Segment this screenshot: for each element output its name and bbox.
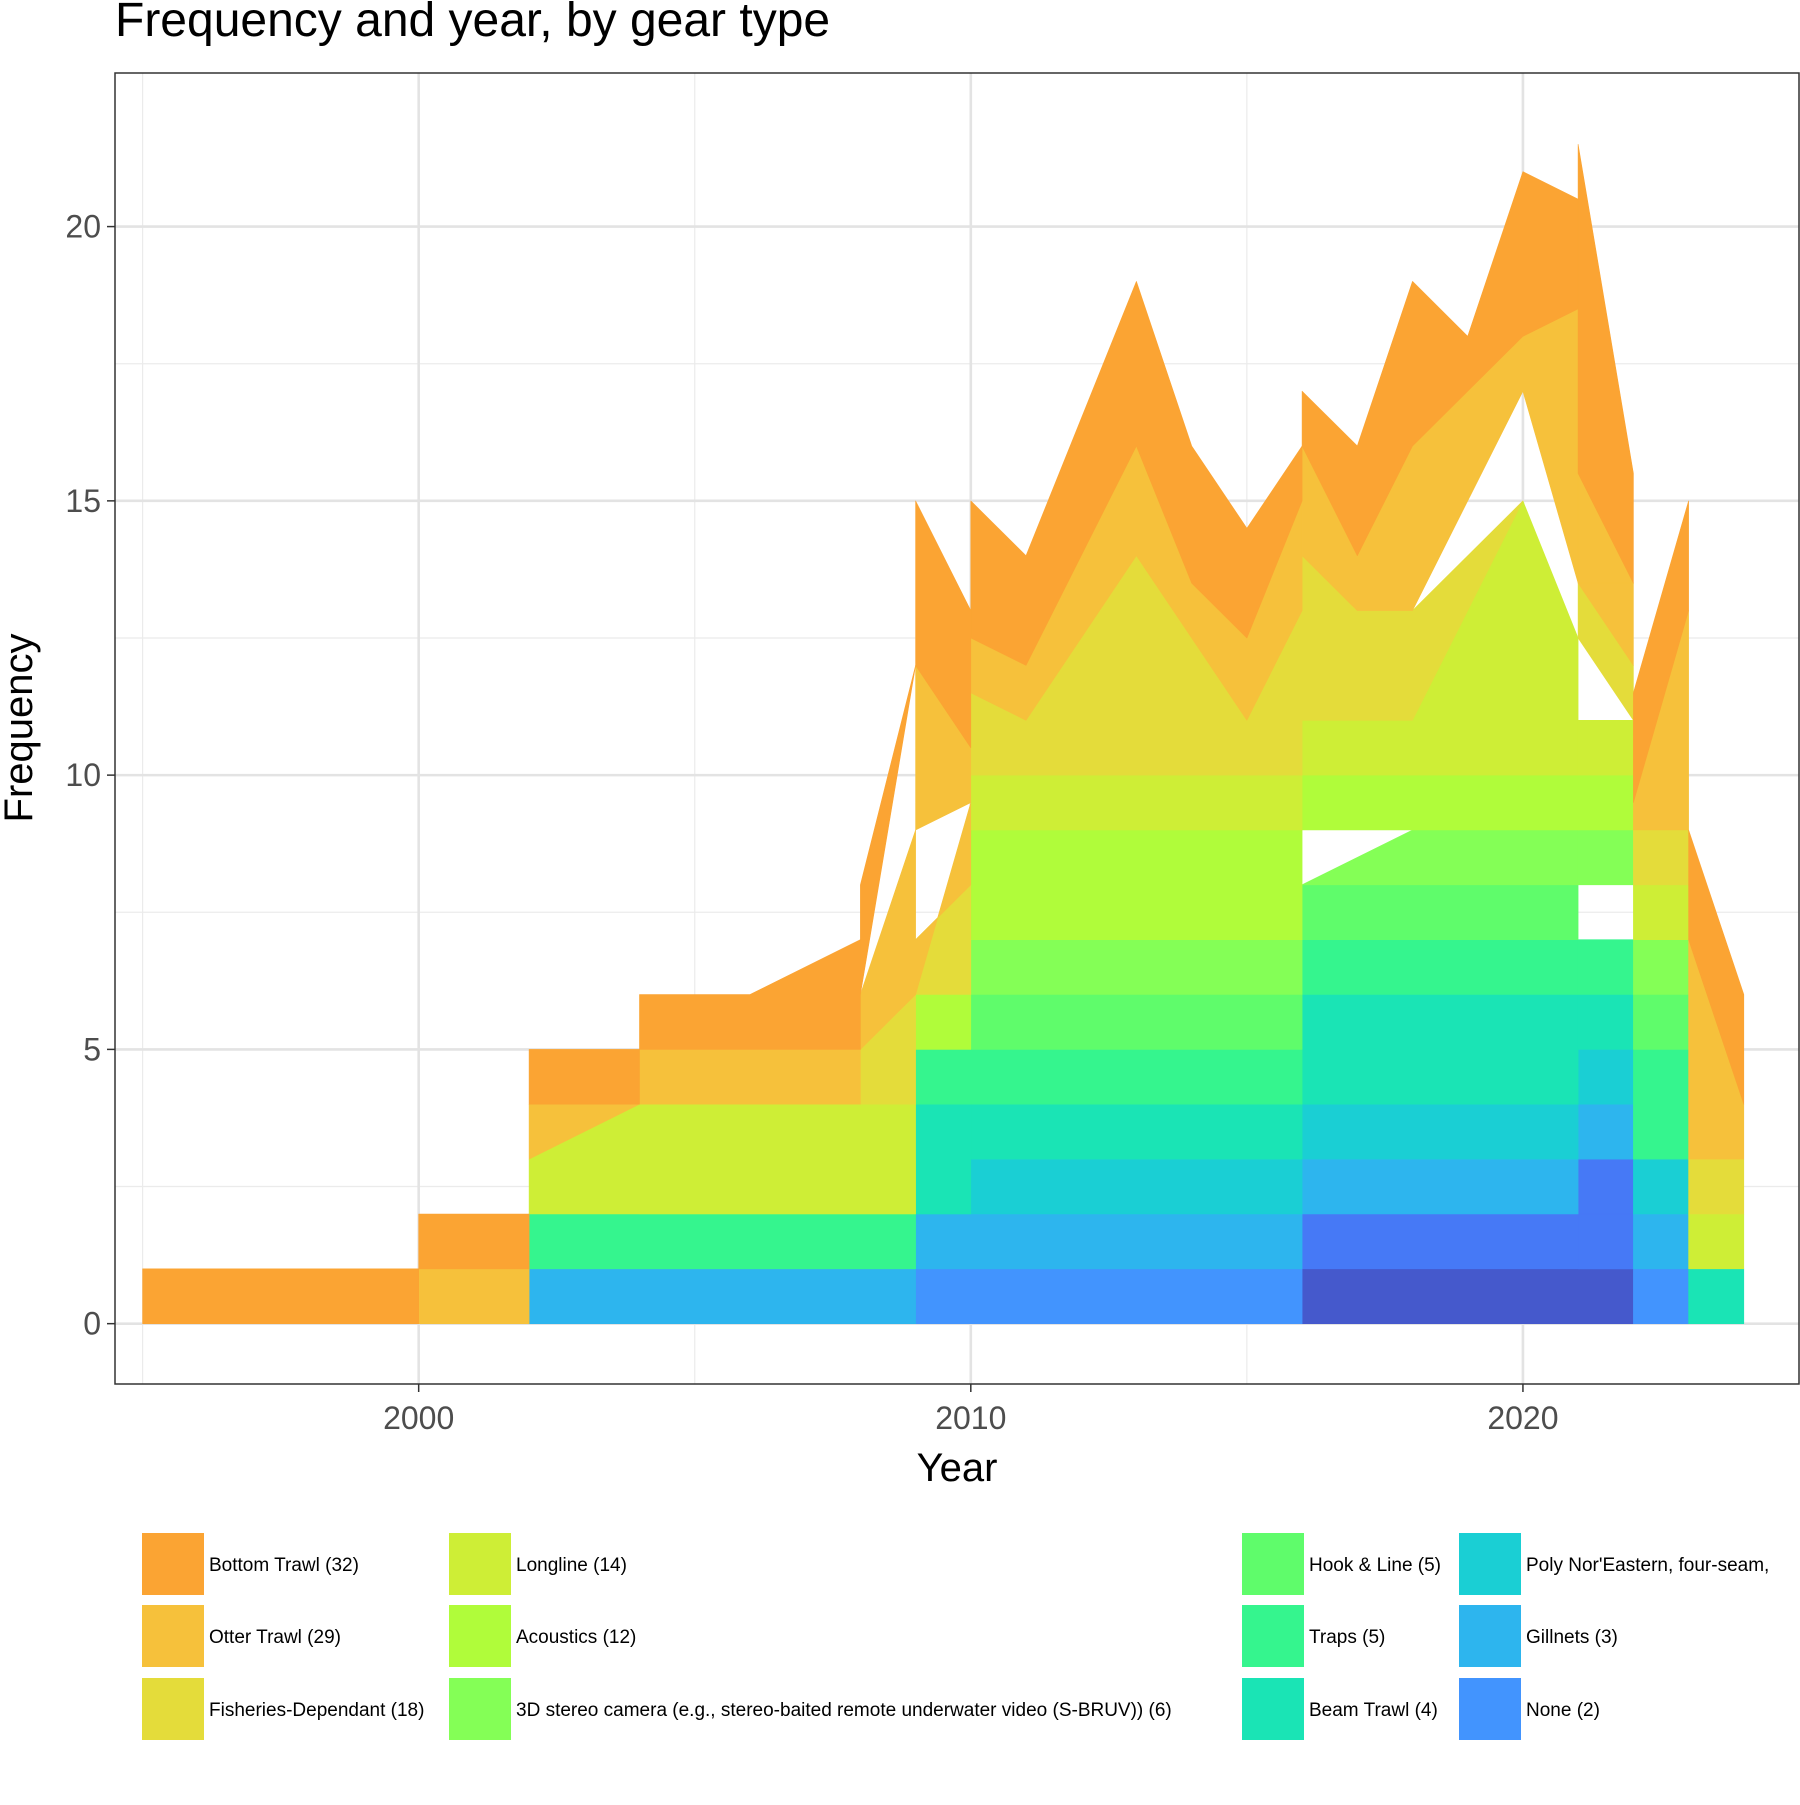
area-segment <box>1577 939 1634 995</box>
area-segment <box>970 1103 1303 1160</box>
area-segment <box>1577 829 1634 886</box>
legend-key <box>447 1676 513 1742</box>
area-segment <box>970 994 1303 1050</box>
area-segment <box>1577 719 1634 776</box>
area-segment <box>142 1268 420 1324</box>
area-segment <box>1633 994 1689 1050</box>
legend-label: 3D stereo camera (e.g., stereo-baited re… <box>516 1700 1172 1721</box>
legend-label: Poly Nor'Eastern, four-seam, <box>1526 1555 1769 1576</box>
y-tick-label: 0 <box>83 1306 101 1342</box>
y-axis-label: Frequency <box>0 634 41 823</box>
area-segment <box>1633 829 1689 886</box>
x-tick-label: 2000 <box>383 1400 454 1436</box>
legend-label: None (2) <box>1526 1700 1600 1721</box>
area-segment <box>860 802 972 1050</box>
area-segment <box>970 939 1303 995</box>
area-segment <box>1577 1103 1634 1160</box>
legend-label: Fisheries-Dependant (18) <box>209 1700 424 1721</box>
area-segment <box>1577 774 1634 831</box>
area-segment <box>1301 1268 1634 1324</box>
area-segment <box>970 829 1303 941</box>
axes: 2000 2010 2020 0 5 10 15 20 <box>65 209 1558 1436</box>
x-axis-label: Year <box>917 1446 998 1490</box>
legend: Bottom Trawl (32) Otter Trawl (29) Fisheri… <box>140 1531 1769 1742</box>
area-segment <box>915 1213 1303 1270</box>
y-tick-label: 5 <box>83 1031 101 1067</box>
plot-panel-border <box>114 72 1800 1385</box>
legend-key <box>447 1603 513 1669</box>
area-segment <box>1301 171 1579 557</box>
area-segment <box>1633 884 1689 941</box>
area-segment <box>1633 939 1689 995</box>
area-segment <box>1577 1049 1634 1105</box>
area-segment <box>1633 500 1689 803</box>
legend-key <box>1240 1676 1306 1742</box>
area-segment <box>418 1213 530 1270</box>
area-segment <box>1688 1158 1745 1215</box>
area-segment <box>1688 829 1745 1105</box>
legend-label: Hook & Line (5) <box>1309 1555 1441 1576</box>
legend-key <box>1457 1531 1523 1597</box>
area-segment <box>1301 939 1579 995</box>
x-tick-label: 2020 <box>1487 1400 1558 1436</box>
x-tick-label: 2010 <box>935 1400 1006 1436</box>
area-segment <box>860 665 916 995</box>
legend-key <box>1240 1603 1306 1669</box>
legend-key <box>140 1676 206 1742</box>
area-segment <box>639 1049 861 1105</box>
legend-label: Traps (5) <box>1309 1627 1385 1648</box>
area-segment <box>1301 829 1579 886</box>
area-segment <box>915 1268 1303 1324</box>
area-segment <box>915 1103 972 1215</box>
legend-key <box>140 1531 206 1597</box>
area-segment <box>1688 1268 1745 1324</box>
legend-key <box>140 1603 206 1669</box>
area-segment <box>1301 1158 1579 1215</box>
area-series <box>142 144 1745 1324</box>
area-segment <box>1577 144 1634 584</box>
area-segment <box>970 774 1303 831</box>
area-segment <box>915 1049 1303 1105</box>
area-segment <box>1301 884 1579 941</box>
legend-key <box>447 1531 513 1597</box>
area-segment <box>528 1049 640 1105</box>
y-tick-label: 10 <box>65 757 101 793</box>
area-segment <box>418 1268 530 1324</box>
legend-label: Beam Trawl (4) <box>1309 1700 1438 1721</box>
area-segment <box>1577 994 1634 1050</box>
legend-label: Gillnets (3) <box>1526 1627 1618 1648</box>
legend-label: Longline (14) <box>516 1555 627 1576</box>
legend-label: Otter Trawl (29) <box>209 1627 341 1648</box>
legend-key <box>1240 1531 1306 1597</box>
area-segment <box>528 1268 916 1324</box>
legend-key <box>1457 1676 1523 1742</box>
area-segment <box>1633 1213 1689 1270</box>
area-segment <box>639 939 861 1050</box>
area-segment <box>1633 1268 1689 1324</box>
legend-label: Bottom Trawl (32) <box>209 1555 359 1576</box>
legend-key <box>1457 1603 1523 1669</box>
chart-title: Frequency and year, by gear type <box>115 0 830 47</box>
y-tick-label: 15 <box>65 483 101 519</box>
y-tick-label: 20 <box>65 209 101 245</box>
area-segment <box>1688 1213 1745 1270</box>
legend-label: Acoustics (12) <box>516 1627 636 1648</box>
area-segment <box>528 1213 916 1270</box>
area-segment <box>1577 1213 1634 1270</box>
area-segment <box>1301 994 1579 1105</box>
area-segment <box>1633 1158 1689 1215</box>
area-segment <box>1633 1049 1689 1160</box>
